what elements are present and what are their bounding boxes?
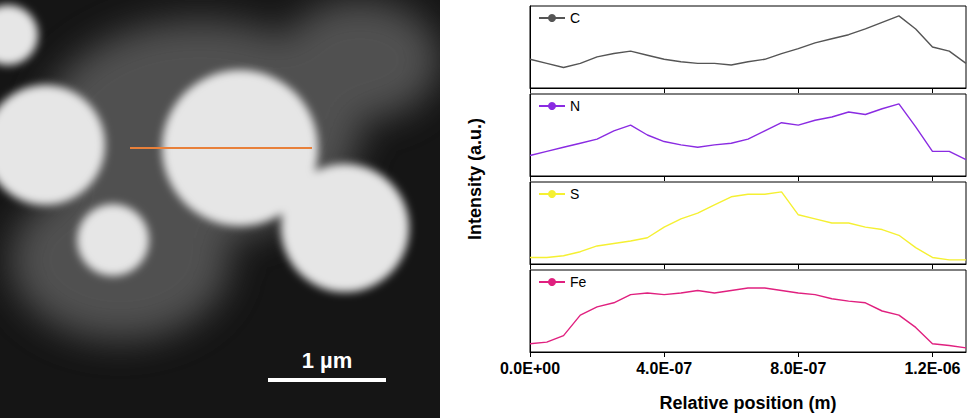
svg-text:8.0E-07: 8.0E-07 — [770, 360, 826, 377]
svg-text:1 µm: 1 µm — [302, 348, 353, 373]
svg-text:S: S — [570, 186, 579, 202]
svg-text:N: N — [570, 98, 580, 114]
svg-text:Relative position (m): Relative position (m) — [659, 393, 836, 413]
svg-text:4.0E-07: 4.0E-07 — [636, 360, 692, 377]
svg-text:Fe: Fe — [570, 274, 587, 290]
svg-text:C: C — [570, 10, 580, 26]
svg-text:1.2E-06: 1.2E-06 — [904, 360, 960, 377]
svg-text:Intensity (a.u.): Intensity (a.u.) — [465, 118, 485, 240]
svg-text:0.0E+00: 0.0E+00 — [500, 360, 560, 377]
